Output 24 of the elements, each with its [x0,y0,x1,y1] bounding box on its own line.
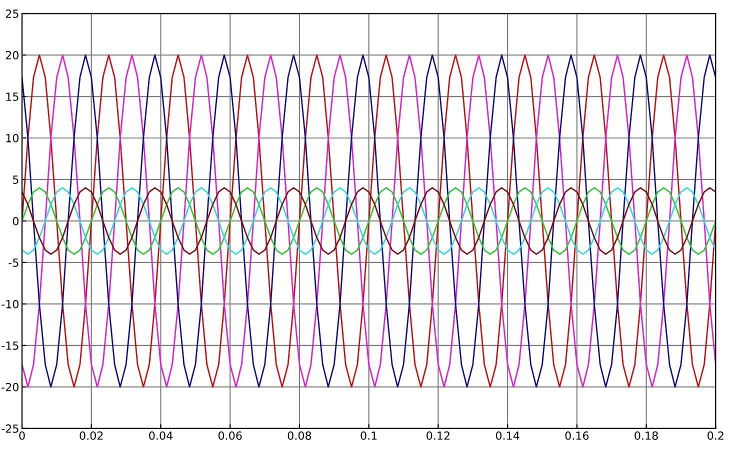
y-tick-label: 0 [12,216,19,226]
line-series [22,187,716,255]
y-tick-label: 20 [6,50,19,60]
x-tick-label: 0.06 [218,431,242,440]
y-tick-label: 15 [6,92,18,101]
x-tick-label: 0.1 [360,431,377,440]
y-tick-label: 10 [6,134,19,142]
x-tick-label: 0.02 [80,431,103,440]
x-tick-label: 0.16 [565,431,589,440]
y-tick-label: -25 [2,424,18,433]
x-tick-label: 0.14 [496,431,520,440]
x-tick-label: 0.12 [426,431,450,440]
x-tick-label: 0.04 [149,431,172,440]
x-tick-label: 0 [19,431,25,440]
y-tick-label: -20 [2,382,19,392]
y-tick-label: -15 [2,342,18,350]
y-tick-label: 25 [6,10,18,18]
line-series [22,54,716,388]
y-tick-label: -10 [2,300,19,308]
y-tick-label: 5 [13,176,18,184]
x-tick-label: 0.2 [708,431,724,440]
y-tick-label: -5 [8,258,18,267]
x-tick-label: 0.18 [634,431,658,440]
x-tick-label: 0.08 [288,431,312,440]
